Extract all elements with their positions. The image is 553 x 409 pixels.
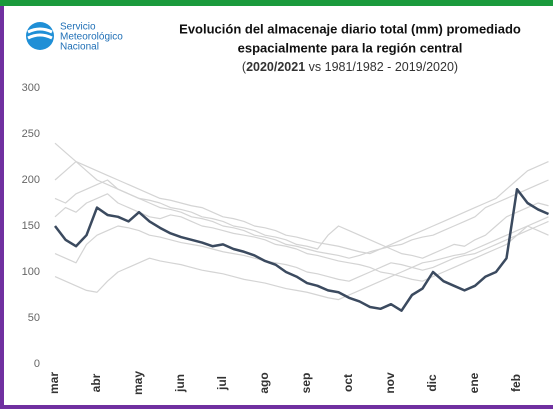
chart-subtitle: (2020/2021 vs 1981/1982 - 2019/2020) xyxy=(242,60,458,74)
history-line xyxy=(54,216,549,301)
x-tick-label: may xyxy=(131,371,145,395)
subtitle-part: 2020/2021 xyxy=(246,60,305,74)
x-tick-label: sep xyxy=(299,373,313,394)
x-tick-label: mar xyxy=(47,372,61,394)
logo-text: Servicio xyxy=(60,22,96,33)
logo-text: Meteorológico xyxy=(60,32,123,43)
y-tick-label: 300 xyxy=(22,82,40,94)
history-line xyxy=(54,225,549,282)
subtitle-part: ( xyxy=(242,60,247,74)
x-tick-label: dic xyxy=(425,374,439,392)
history-line xyxy=(54,193,549,282)
top-bar xyxy=(0,0,553,6)
x-tick-label: jul xyxy=(215,376,229,391)
y-tick-label: 150 xyxy=(22,220,40,232)
x-tick-label: ago xyxy=(257,372,271,393)
y-tick-label: 50 xyxy=(28,312,40,324)
logo-waves xyxy=(27,27,53,40)
current-line xyxy=(54,187,550,312)
x-tick-label: abr xyxy=(89,373,103,392)
x-tick-label: oct xyxy=(341,374,355,392)
logo-text: Nacional xyxy=(60,42,99,53)
y-tick-label: 250 xyxy=(22,128,40,140)
subtitle-part: vs 1981/1982 - 2019/2020) xyxy=(305,60,458,74)
y-tick-label: 200 xyxy=(22,174,40,186)
chart-title: espacialmente para la región central xyxy=(238,40,463,55)
x-tick-label: feb xyxy=(509,374,523,392)
logo: Servicio Meteorológico Nacional xyxy=(26,22,123,53)
panel xyxy=(4,0,553,405)
y-tick-label: 100 xyxy=(22,266,40,278)
y-tick-label: 0 xyxy=(34,358,40,370)
x-tick-label: nov xyxy=(383,372,397,394)
history-line xyxy=(54,161,549,255)
chart-title: Evolución del almacenaje diario total (m… xyxy=(179,21,521,36)
x-tick-label: ene xyxy=(467,372,481,393)
x-tick-label: jun xyxy=(173,374,187,393)
history-line xyxy=(54,142,549,259)
